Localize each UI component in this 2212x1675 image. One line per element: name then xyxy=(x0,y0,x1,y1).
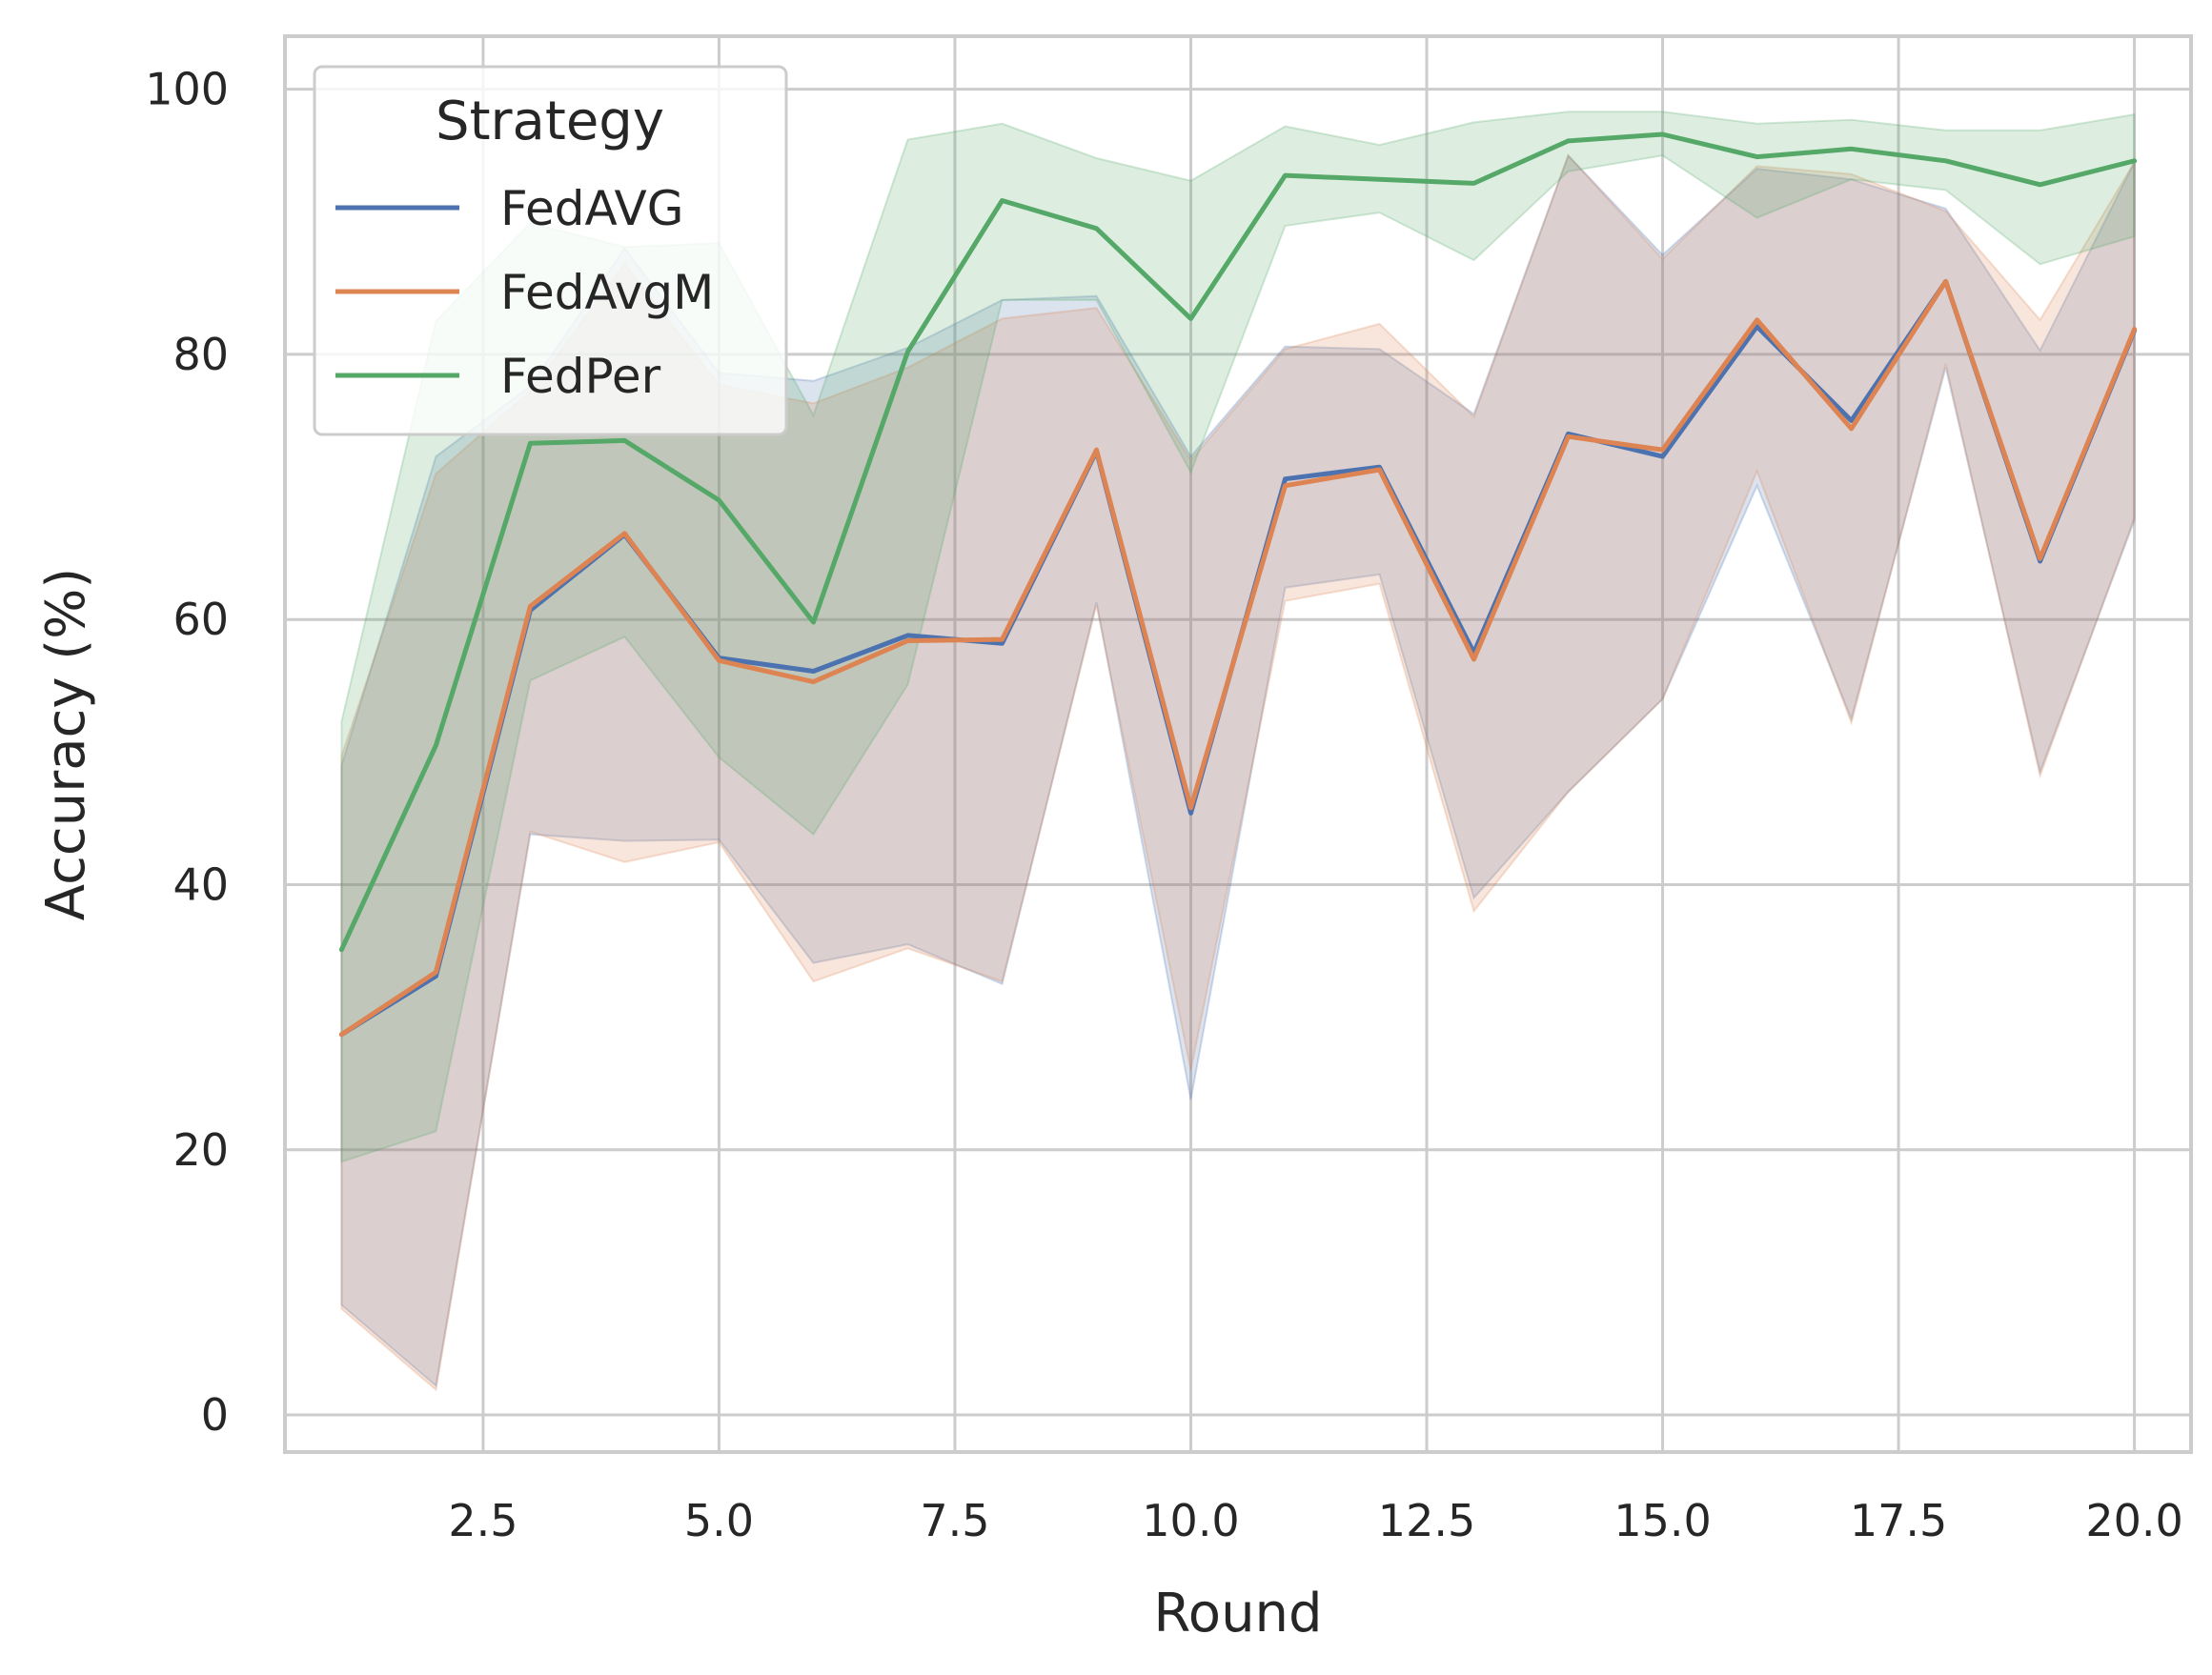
x-tick-label: 5.0 xyxy=(684,1495,754,1546)
y-tick-label: 20 xyxy=(172,1124,229,1176)
series-lines xyxy=(338,131,2138,1038)
fedavg-legend-label: FedAVG xyxy=(500,181,683,236)
x-tick-label: 17.5 xyxy=(1850,1495,1947,1546)
x-tick-label: 7.5 xyxy=(920,1495,989,1546)
fedper-confidence-band xyxy=(340,111,2136,1163)
y-tick-label: 60 xyxy=(172,594,229,645)
y-tick-label: 0 xyxy=(201,1389,229,1441)
x-tick-labels: 2.5 5.0 7.5 10.0 12.5 15.0 17.5 20.0 xyxy=(448,1495,2182,1546)
fedavg-confidence-band xyxy=(340,153,2136,1388)
legend-items: FedAVG FedAvgM FedPer xyxy=(335,181,714,404)
confidence-bands xyxy=(340,111,2136,1392)
y-tick-labels: 0 20 40 60 80 100 xyxy=(145,64,229,1441)
y-axis-label: Accuracy (%) xyxy=(35,568,97,920)
legend: Strategy FedAVG FedAvgM FedPer xyxy=(313,65,788,436)
fedavgm-series-line xyxy=(338,278,2138,1038)
x-tick-label: 2.5 xyxy=(448,1495,517,1546)
x-tick-label: 20.0 xyxy=(2085,1495,2182,1546)
y-tick-label: 40 xyxy=(172,858,229,910)
x-tick-label: 12.5 xyxy=(1378,1495,1475,1546)
fedavgm-confidence-band xyxy=(340,153,2136,1392)
x-axis-label: Round xyxy=(1153,1583,1322,1645)
plot-area-frame xyxy=(283,34,2193,1454)
fedper-legend-label: FedPer xyxy=(500,349,661,404)
legend-title: Strategy xyxy=(436,91,664,152)
y-tick-label: 80 xyxy=(172,329,229,380)
x-tick-label: 15.0 xyxy=(1613,1495,1711,1546)
y-tick-label: 100 xyxy=(145,64,229,115)
fedper-series-line xyxy=(338,131,2138,953)
x-tick-label: 10.0 xyxy=(1142,1495,1239,1546)
fedavgm-legend-label: FedAvgM xyxy=(500,265,714,320)
legend-box xyxy=(313,65,788,436)
